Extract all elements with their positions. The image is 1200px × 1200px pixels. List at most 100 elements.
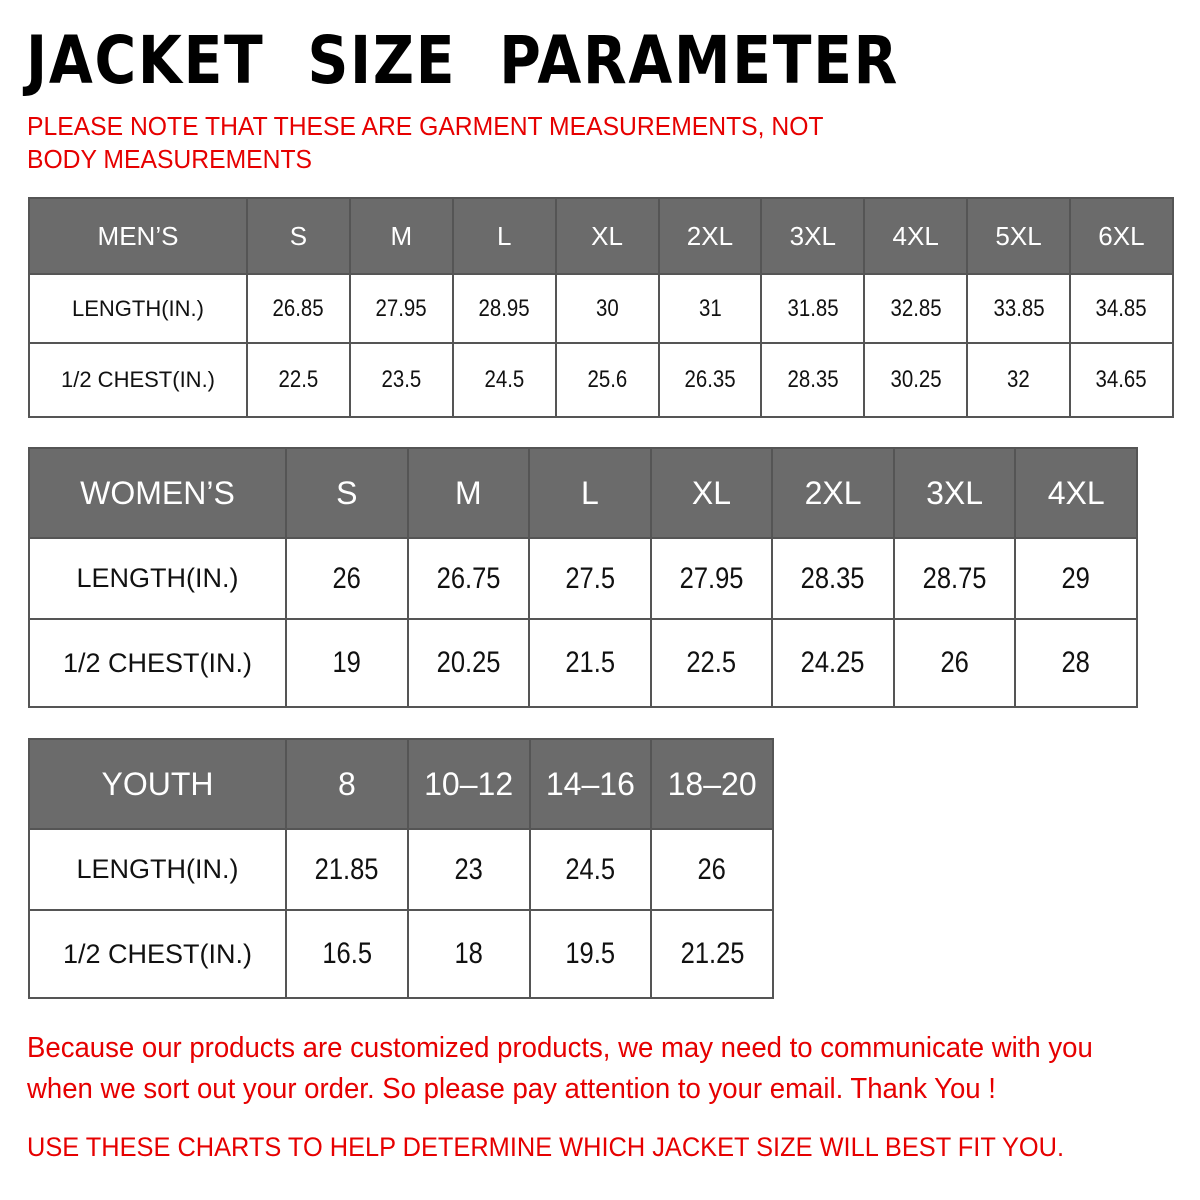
measurement-value: 21.5 [565,646,615,679]
measurement-value: 22.5 [278,366,319,393]
measurement-cell: 33.85 [966,273,1071,344]
measurement-cell: 18 [406,909,531,999]
row-label: LENGTH(IN.) [28,537,287,620]
measurement-value: 18 [454,937,483,970]
measurement-value: 32 [1007,366,1030,393]
measurement-note: PLEASE NOTE THAT THESE ARE GARMENT MEASU… [27,111,824,174]
measurement-cell: 21.25 [650,909,774,999]
measurement-value: 24.5 [565,852,616,886]
table-title: WOMEN’S [28,447,287,539]
youth-header-row: YOUTH 8 10–12 14–16 18–20 [28,738,774,830]
measurement-cell: 34.85 [1069,273,1174,344]
measurement-cell: 26 [892,618,1017,708]
size-header: 14–16 [528,738,653,830]
measurement-value: 30.25 [890,366,942,393]
row-label: LENGTH(IN.) [28,828,287,911]
measurement-value: 26.35 [684,366,736,393]
measurement-cell: 26.75 [406,537,531,620]
measurement-value: 25.6 [587,366,627,393]
women-header-row: WOMEN’S S M L XL 2XL 3XL 4XL [28,447,1138,539]
measurement-value: 23.5 [381,366,422,393]
page-title: JACKET SIZE PARAMETER [26,22,900,99]
measurement-value: 26 [332,561,361,595]
measurement-cell: 16.5 [285,909,409,999]
measurement-cell: 31.85 [760,273,866,344]
table-title: MEN’S [28,197,248,275]
table-title: YOUTH [28,738,287,830]
measurement-cell: 28.35 [760,342,866,418]
measurement-cell: 20.25 [406,618,531,708]
size-header: 18–20 [650,738,774,830]
measurement-cell: 25.6 [554,342,660,418]
measurement-value: 26 [697,852,727,886]
measurement-value: 19.5 [565,937,616,970]
measurement-value: 22.5 [686,646,737,679]
row-label: 1/2 CHEST(IN.) [28,909,287,999]
measurement-value: 28.35 [787,366,839,393]
measurement-cell: 34.65 [1069,342,1174,418]
measurement-cell: 28.35 [771,537,895,620]
measurement-cell: 21.5 [528,618,652,708]
measurement-cell: 23 [406,828,531,911]
men-header-row: MEN’S S M L XL 2XL 3XL 4XL 5XL 6XL [28,197,1174,275]
measurement-value: 19 [332,646,361,679]
table-row: 1/2 CHEST(IN.) 19 20.25 21.5 22.5 24.25 26 28 [28,618,1138,708]
measurement-value: 21.25 [680,937,745,970]
measurement-value: 31.85 [787,294,839,322]
row-label: 1/2 CHEST(IN.) [28,618,287,708]
measurement-cell: 22.5 [246,342,351,418]
size-header: S [285,447,409,539]
measurement-cell: 24.25 [771,618,895,708]
measurement-value: 26.75 [436,561,501,595]
measurement-value: 16.5 [322,937,372,970]
size-header: 3XL [760,197,866,275]
measurement-value: 28.75 [922,561,987,595]
size-header: L [451,197,557,275]
measurement-value: 24.5 [484,366,525,393]
size-header: S [246,197,351,275]
measurement-cell: 28.95 [451,273,557,344]
measurement-cell: 24.5 [528,828,653,911]
table-row: LENGTH(IN.) 26.85 27.95 28.95 30 31 31.85 32.85… [28,273,1174,344]
measurement-cell: 32.85 [863,273,969,344]
measurement-value: 26.85 [272,294,324,322]
measurement-cell: 26.85 [246,273,351,344]
measurement-value: 31 [698,294,722,322]
mens-size-table: MEN’S S M L XL 2XL 3XL 4XL 5XL 6XL LENGTH(IN.) 26.8… [28,197,1174,418]
measurement-cell: 32 [966,342,1071,418]
measurement-value: 27.5 [565,561,615,595]
measurement-value: 21.85 [314,852,379,886]
size-header: M [406,447,531,539]
measurement-cell: 27.95 [348,273,454,344]
size-header: 2XL [771,447,895,539]
measurement-value: 29 [1061,561,1091,595]
measurement-cell: 30 [554,273,660,344]
measurement-cell: 26 [650,828,774,911]
measurement-cell: 31 [657,273,763,344]
size-header: 4XL [863,197,969,275]
size-header: 2XL [657,197,763,275]
measurement-cell: 29 [1014,537,1138,620]
table-row: 1/2 CHEST(IN.) 16.5 18 19.5 21.25 [28,909,774,999]
size-header: 6XL [1069,197,1174,275]
measurement-value: 33.85 [993,294,1045,322]
size-header: L [528,447,652,539]
measurement-cell: 22.5 [649,618,774,708]
table-row: LENGTH(IN.) 26 26.75 27.5 27.95 28.35 28.75 29 [28,537,1138,620]
measurement-value: 26 [940,646,969,679]
measurement-value: 24.25 [801,646,865,679]
size-header: XL [649,447,774,539]
measurement-value: 23 [454,852,483,886]
footer-advice: USE THESE CHARTS TO HELP DETERMINE WHICH… [27,1132,1065,1162]
measurement-cell: 27.95 [649,537,774,620]
size-header: 4XL [1014,447,1138,539]
measurement-value: 32.85 [890,294,942,322]
measurement-value: 27.95 [679,561,744,595]
measurement-value: 27.95 [375,294,427,322]
measurement-value: 20.25 [436,646,501,679]
size-header: 5XL [966,197,1071,275]
youth-size-table: YOUTH 8 10–12 14–16 18–20 LENGTH(IN.) 21.85 23 2… [28,738,774,999]
measurement-value: 28.35 [801,561,865,595]
measurement-cell: 27.5 [528,537,652,620]
measurement-value: 34.65 [1095,366,1147,393]
